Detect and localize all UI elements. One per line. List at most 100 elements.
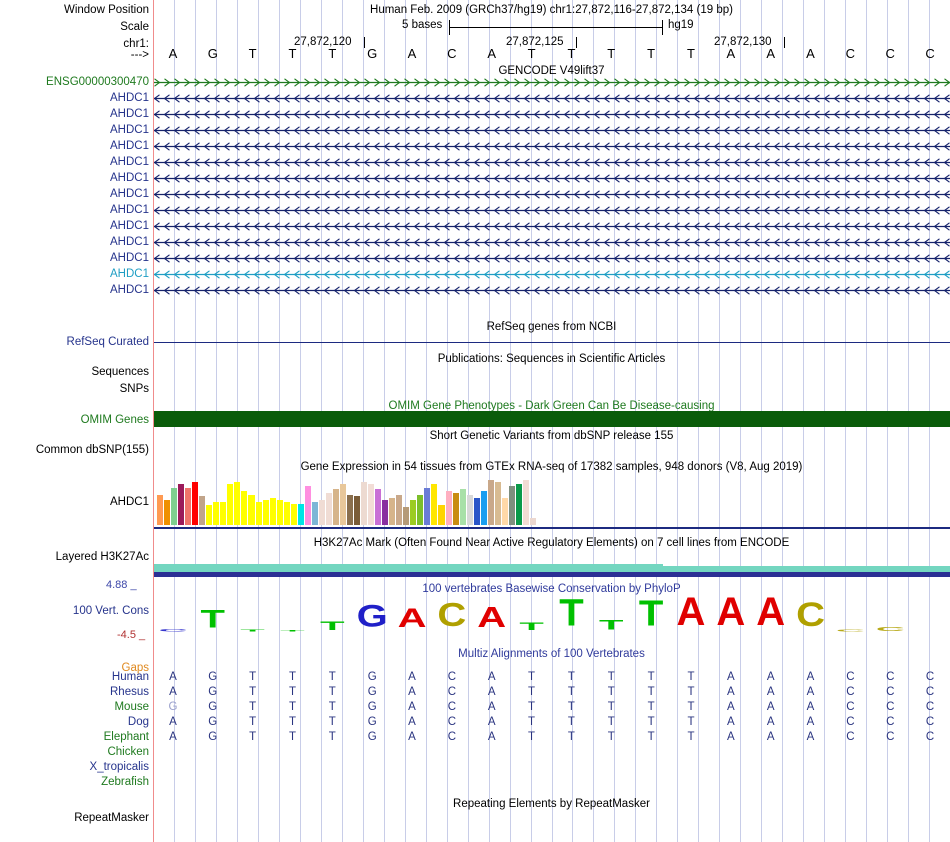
gtex-tissue-bar[interactable] (508, 485, 515, 525)
gene-strand-line[interactable] (153, 237, 950, 248)
gene-strand-line[interactable] (153, 109, 950, 120)
gtex-tissue-bar[interactable] (283, 501, 290, 525)
gtex-tissue-bar[interactable] (304, 485, 311, 525)
conservation-logo-letter: T (240, 629, 265, 633)
gtex-tissue-bar[interactable] (389, 498, 396, 525)
species-label[interactable]: Chicken (107, 746, 149, 758)
gtex-tissue-bar[interactable] (459, 489, 466, 525)
omim-gene-block[interactable] (153, 411, 950, 427)
species-label[interactable]: Human (111, 671, 149, 683)
gtex-tissue-bar[interactable] (361, 482, 368, 525)
gtex-tissue-bar[interactable] (473, 498, 480, 525)
gtex-tissue-bar[interactable] (269, 498, 276, 525)
gtex-tissue-bar[interactable] (501, 498, 508, 525)
h3k27ac-signal-right[interactable] (663, 566, 950, 572)
gtex-tissue-bar[interactable] (368, 483, 375, 525)
gene-strand-line[interactable] (153, 189, 950, 200)
alignment-base: A (766, 671, 775, 683)
gtex-expression-bar-chart[interactable] (157, 475, 537, 525)
gene-strand-line[interactable] (153, 157, 950, 168)
gtex-tissue-bar[interactable] (403, 507, 410, 525)
gene-row-label[interactable]: AHDC1 (110, 140, 149, 152)
gene-row-label[interactable]: AHDC1 (110, 220, 149, 232)
gene-strand-line[interactable] (153, 269, 950, 280)
gene-strand-line[interactable] (153, 93, 950, 104)
gtex-tissue-bar[interactable] (157, 494, 164, 525)
gtex-tissue-bar[interactable] (178, 483, 185, 525)
gtex-tissue-bar[interactable] (417, 494, 424, 525)
species-label[interactable]: Rhesus (110, 686, 149, 698)
gtex-tissue-bar[interactable] (213, 501, 220, 525)
gtex-tissue-bar[interactable] (410, 500, 417, 525)
gene-strand-line[interactable] (153, 173, 950, 184)
species-label[interactable]: Dog (127, 716, 149, 728)
gtex-tissue-bar[interactable] (290, 503, 297, 525)
gtex-tissue-bar[interactable] (276, 500, 283, 525)
gene-strand-line[interactable] (153, 125, 950, 136)
gtex-tissue-bar[interactable] (227, 483, 234, 525)
gene-row-label[interactable]: AHDC1 (110, 204, 149, 216)
gtex-tissue-bar[interactable] (354, 496, 361, 525)
gtex-tissue-bar[interactable] (424, 487, 431, 525)
gtex-tissue-bar[interactable] (311, 501, 318, 525)
gtex-tissue-bar[interactable] (255, 501, 262, 525)
species-label[interactable]: X_tropicalis (89, 761, 149, 773)
gene-row-label[interactable]: AHDC1 (110, 236, 149, 248)
gtex-tissue-bar[interactable] (185, 487, 192, 525)
gtex-tissue-bar[interactable] (515, 483, 522, 525)
gtex-tissue-bar[interactable] (339, 483, 346, 525)
gtex-tissue-bar[interactable] (262, 500, 269, 525)
gene-row-label[interactable]: AHDC1 (110, 124, 149, 136)
gtex-tissue-bar[interactable] (480, 491, 487, 525)
gtex-tissue-bar[interactable] (522, 480, 529, 525)
gene-strand-line[interactable] (153, 285, 950, 296)
gtex-tissue-bar[interactable] (199, 496, 206, 525)
gtex-tissue-bar[interactable] (382, 500, 389, 525)
gene-row-label[interactable]: AHDC1 (110, 252, 149, 264)
gene-row-label[interactable]: AHDC1 (110, 92, 149, 104)
species-label[interactable]: Mouse (114, 701, 149, 713)
gtex-tissue-bar[interactable] (375, 489, 382, 525)
gene-strand-line[interactable] (153, 205, 950, 216)
gene-row-label[interactable]: AHDC1 (110, 156, 149, 168)
gtex-tissue-bar[interactable] (318, 500, 325, 525)
conservation-logo-letter: C (796, 595, 825, 634)
gene-row-label[interactable]: AHDC1 (110, 268, 149, 280)
gtex-tissue-bar[interactable] (234, 482, 241, 525)
h3k27ac-signal-left[interactable] (153, 564, 663, 572)
gene-strand-line[interactable] (153, 221, 950, 232)
gtex-tissue-bar[interactable] (347, 494, 354, 525)
alignment-base: T (328, 686, 336, 698)
gtex-tissue-bar[interactable] (445, 491, 452, 525)
gtex-tissue-bar[interactable] (241, 491, 248, 525)
gtex-tissue-bar[interactable] (297, 503, 304, 525)
gtex-tissue-bar[interactable] (220, 501, 227, 525)
gene-row-label[interactable]: ENSG00000300470 (46, 76, 149, 88)
gtex-tissue-bar[interactable] (529, 517, 536, 525)
gtex-tissue-bar[interactable] (332, 489, 339, 525)
gtex-tissue-bar[interactable] (325, 492, 332, 525)
gtex-tissue-bar[interactable] (171, 487, 178, 525)
alignment-base: A (726, 671, 735, 683)
gtex-tissue-bar[interactable] (192, 482, 199, 525)
gene-strand-line[interactable] (153, 141, 950, 152)
gene-strand-line[interactable] (153, 77, 950, 88)
gtex-tissue-bar[interactable] (452, 492, 459, 525)
alignment-base: A (726, 716, 735, 728)
gtex-tissue-bar[interactable] (206, 505, 213, 525)
gene-row-label[interactable]: AHDC1 (110, 108, 149, 120)
gtex-tissue-bar[interactable] (487, 480, 494, 525)
species-label[interactable]: Zebrafish (101, 776, 149, 788)
gene-strand-line[interactable] (153, 253, 950, 264)
gtex-tissue-bar[interactable] (466, 494, 473, 525)
gene-row-label[interactable]: AHDC1 (110, 172, 149, 184)
gtex-tissue-bar[interactable] (494, 482, 501, 525)
gene-row-label[interactable]: AHDC1 (110, 188, 149, 200)
gtex-tissue-bar[interactable] (164, 500, 171, 525)
gtex-tissue-bar[interactable] (248, 494, 255, 525)
gtex-tissue-bar[interactable] (396, 494, 403, 525)
gene-row-label[interactable]: AHDC1 (110, 284, 149, 296)
species-label[interactable]: Elephant (103, 731, 149, 743)
gtex-tissue-bar[interactable] (431, 483, 438, 525)
gtex-tissue-bar[interactable] (438, 505, 445, 525)
